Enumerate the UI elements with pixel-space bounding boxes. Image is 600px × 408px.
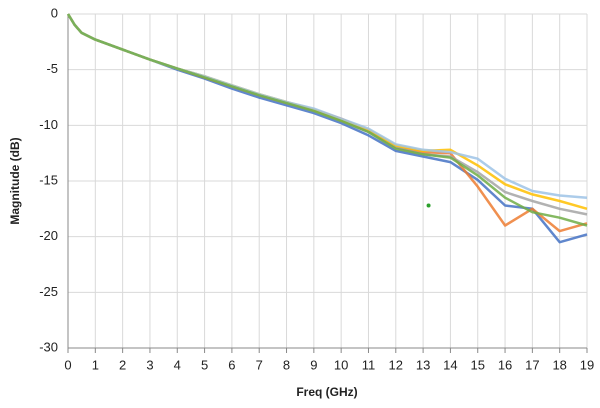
x-tick-label: 17 — [525, 357, 539, 372]
x-tick-label: 15 — [471, 357, 485, 372]
y-axis-title: Magnitude (dB) — [8, 137, 22, 224]
x-tick-label: 14 — [443, 357, 457, 372]
x-axis-title: Freq (GHz) — [296, 385, 357, 399]
x-tick-label: 9 — [310, 357, 317, 372]
series-line — [66, 13, 588, 227]
series-line — [66, 13, 588, 199]
x-tick-label: 4 — [174, 357, 181, 372]
x-tick-label: 13 — [416, 357, 430, 372]
x-tick-label: 10 — [334, 357, 348, 372]
y-tick-label: 0 — [51, 5, 58, 20]
x-tick-label: 5 — [201, 357, 208, 372]
y-tick-label: -25 — [39, 284, 58, 299]
y-tick-label: -5 — [46, 61, 58, 76]
x-tick-label: 3 — [146, 357, 153, 372]
y-tick-label: -15 — [39, 172, 58, 187]
x-tick-label: 18 — [552, 357, 566, 372]
x-tick-label: 2 — [119, 357, 126, 372]
y-tick-label: -10 — [39, 117, 58, 132]
x-tick-label: 6 — [228, 357, 235, 372]
point — [426, 203, 431, 208]
series-line — [66, 13, 588, 244]
x-tick-label: 8 — [283, 357, 290, 372]
x-tick-label: 19 — [580, 357, 594, 372]
x-tick-label: 11 — [362, 357, 376, 372]
x-tick-label: 12 — [389, 357, 403, 372]
x-tick-label: 7 — [256, 357, 263, 372]
x-tick-label: 16 — [498, 357, 512, 372]
y-tick-label: -20 — [39, 228, 58, 243]
x-tick-label: 0 — [64, 357, 71, 372]
x-tick-label: 1 — [92, 357, 99, 372]
y-tick-label: -30 — [39, 339, 58, 354]
